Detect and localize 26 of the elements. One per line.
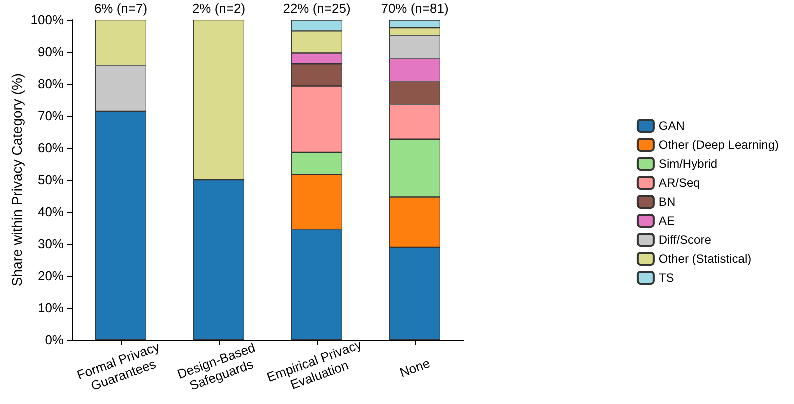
y-tick-label: 50%: [38, 172, 64, 188]
y-tick-label: 60%: [38, 140, 64, 156]
y-tick-label: 70%: [38, 108, 64, 124]
legend-label: TS: [658, 271, 674, 285]
legend-label: Other (Statistical): [658, 252, 752, 266]
annotation: 6% (n=7): [94, 1, 148, 16]
y-tick-label: 20%: [38, 268, 64, 284]
x-tick-label: None: [398, 356, 432, 380]
annotation: 2% (n=2): [192, 1, 246, 16]
y-tick-label: 10%: [38, 300, 64, 316]
legend-label: Sim/Hybrid: [658, 157, 718, 171]
legend-label: GAN: [658, 119, 685, 133]
y-axis-title: Share within Privacy Category (%): [9, 73, 25, 287]
y-tick-label: 40%: [38, 204, 64, 220]
legend-label: AR/Seq: [658, 176, 700, 190]
y-tick-label: 80%: [38, 76, 64, 92]
y-tick-label: 90%: [38, 44, 64, 60]
legend-label: BN: [658, 195, 676, 209]
y-tick-label: 30%: [38, 236, 64, 252]
annotation: 70% (n=81): [381, 1, 449, 16]
annotation: 22% (n=25): [283, 1, 351, 16]
legend-label: AE: [658, 214, 675, 228]
y-tick-label: 0%: [45, 332, 64, 348]
y-tick-label: 100%: [30, 12, 64, 28]
legend-label: Diff/Score: [658, 233, 712, 247]
legend-label: Other (Deep Learning): [658, 138, 780, 152]
